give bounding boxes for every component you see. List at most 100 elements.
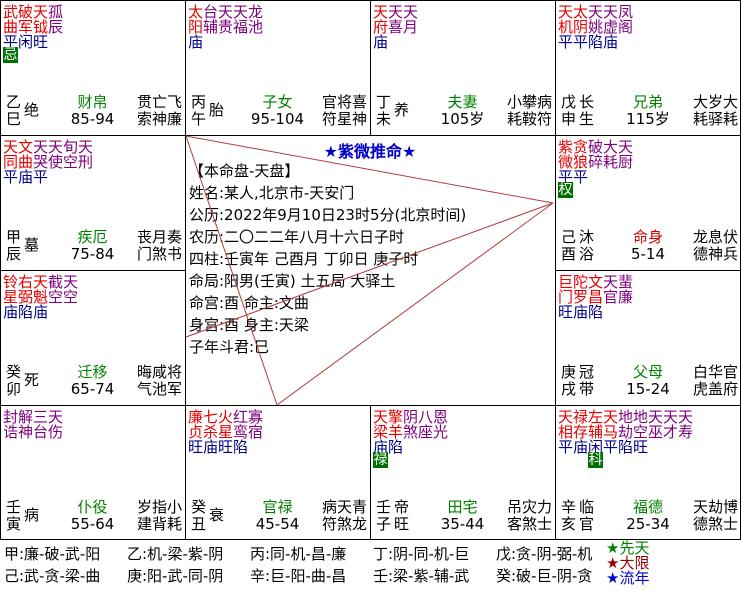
- chart-info-line: 子年斗君:巳: [189, 338, 270, 356]
- star-char: 旺: [633, 438, 649, 456]
- sihua-legend-item: 丙:同-机-昌-廉: [250, 545, 347, 563]
- star-icon: ★: [606, 539, 620, 557]
- star-char: 月: [403, 18, 419, 36]
- sihua-legend-item: 丁:阴-同-机-巨: [373, 545, 470, 563]
- star-char: 庙: [203, 438, 219, 456]
- legend-star-流年: ★流年: [606, 571, 649, 586]
- star-char: 陷: [588, 33, 604, 51]
- minor-gods-row: 岁指小: [136, 498, 182, 516]
- brightness-row: 平平陷庙: [558, 32, 618, 51]
- sihua-legend-item: 己:武-贪-梁-曲: [4, 567, 101, 585]
- star-char: 平: [603, 438, 619, 456]
- brightness-row: 庙: [188, 32, 203, 51]
- star-char: 庙: [573, 438, 589, 456]
- chart-info-line: 姓名:某人,北京市-天安门: [189, 184, 355, 202]
- star-char: 平: [3, 168, 19, 186]
- star-char: 座: [418, 423, 434, 441]
- palace-cell-you[interactable]: 紫贪破大天 微狼碎耗厨 平平权己酉沐浴命身 5-14 龙息伏 德神兵: [555, 135, 741, 270]
- sihua-legend-item: 癸:破-巨-阴-贪: [496, 567, 593, 585]
- star-char: 辅: [203, 18, 219, 36]
- brightness-row: 旺庙旺陷: [188, 437, 248, 456]
- brightness-row: 旺庙陷: [558, 302, 603, 321]
- star-char: 空: [63, 153, 79, 171]
- palace-cell-zi[interactable]: 天擎阴八恩 梁羊煞座光 庙陷禄壬子帝旺田宅 35-44 吊灾力 客煞士: [370, 405, 555, 540]
- star-char: 庙: [33, 303, 49, 321]
- palace-cell-hai[interactable]: 天禄左天地地天天天 相存辅马劫空巫才寿 平庙闲平陷旺科辛亥临官福德 25-34 天劫博德…: [555, 405, 741, 540]
- minor-gods-row: 德煞士: [692, 515, 738, 533]
- star-char: 神: [18, 423, 34, 441]
- star-char: 宿: [248, 423, 264, 441]
- minor-gods-row: 天劫博: [692, 498, 738, 516]
- minor-gods-row: 门煞书: [136, 245, 182, 263]
- palace-cell-chen[interactable]: 天文天天旬天 同曲哭使空刑 平庙平甲辰墓疾厄 75-84 丧月奏 门煞书: [0, 135, 185, 270]
- brightness-row: 平庙平: [3, 167, 48, 186]
- star-char: 才: [663, 423, 679, 441]
- star-row-bottom: 诰神台伤: [3, 422, 63, 441]
- minor-gods-row: 病天青: [321, 498, 367, 516]
- star-char: 廉: [618, 288, 634, 306]
- minor-gods-row: 德神兵: [692, 245, 738, 263]
- chart-info-line: 身宫:酉 身主:天梁: [189, 316, 309, 334]
- legend-star-先天: ★先天: [606, 541, 649, 556]
- palace-cell-mao[interactable]: 铃右天截天 星弼魁空空 庙陷庙癸卯死迁移 65-74 晦咸将 气池军: [0, 270, 185, 405]
- star-char: 陷: [618, 438, 634, 456]
- chart-info-line: 农历:二〇二二年八月十六日子时: [189, 228, 405, 246]
- star-char: 空: [48, 288, 64, 306]
- star-char: 陷: [388, 438, 404, 456]
- palace-cell-wei[interactable]: 天天天 府喜月庙丁未养夫妻 105岁 小攀病 耗鞍符: [370, 0, 555, 135]
- minor-gods-row: 索神廉: [136, 110, 182, 128]
- legend-star-大限: ★大限: [606, 556, 649, 571]
- star-char: 诰: [3, 423, 19, 441]
- minor-gods-row: 丧月奏: [136, 228, 182, 246]
- palace-cell-wu[interactable]: 太台天天龙 阳辅贵福池庙丙午胎子女 95-104 官将喜 符星神: [185, 0, 370, 135]
- star-char: 平: [558, 438, 574, 456]
- star-char: 庙: [373, 33, 389, 51]
- star-char: 旺: [218, 438, 234, 456]
- brightness-row: 庙: [373, 32, 388, 51]
- star-icon: ★: [606, 554, 620, 572]
- minor-gods-row: 客煞士: [506, 515, 552, 533]
- star-char: 平: [573, 168, 589, 186]
- brightness-row: 庙陷庙: [3, 302, 48, 321]
- sihua-legend-item: 庚:阳-武-同-阴: [127, 567, 224, 585]
- palace-cell-xu[interactable]: 巨陀文天蜚 门罗昌官廉 旺庙陷庚戌冠带父母 15-24 白华官 虎盖府: [555, 270, 741, 405]
- legend-area: 甲:廉-破-武-阳 乙:机-梁-紫-阴 丙:同-机-昌-廉 丁:阴-同-机-巨 戊:贪-…: [0, 540, 741, 591]
- star-char: 台: [33, 423, 49, 441]
- star-char: 庙: [603, 33, 619, 51]
- star-char: 官: [603, 288, 619, 306]
- star-char: 庙: [18, 168, 34, 186]
- palace-cell-chou[interactable]: 廉七火红寡 贞杀星鸾宿 旺庙旺陷癸丑衰官禄 45-54 病天青 符煞龙: [185, 405, 370, 540]
- star-char: 厨: [618, 153, 634, 171]
- minor-gods-row: 耗驿耗: [692, 110, 738, 128]
- chart-info-line: 四柱:壬寅年 己酉月 丁卯日 庚子时: [189, 250, 419, 268]
- palace-cell-si[interactable]: 武破天孤 曲军钺辰 平闲旺忌乙巳绝财帛 85-94 贯亡飞 索神廉: [0, 0, 185, 135]
- sihua-badge-科: 科: [588, 452, 603, 468]
- chart-title: ★紫微推命★: [323, 142, 417, 161]
- star-char: 陷: [588, 303, 604, 321]
- star-char: 阁: [618, 18, 634, 36]
- star-char: 平: [573, 33, 589, 51]
- minor-gods-row: 符煞龙: [321, 515, 367, 533]
- minor-gods-row: 贯亡飞: [136, 93, 182, 111]
- star-char: 平: [558, 33, 574, 51]
- star-char: 庙: [3, 303, 19, 321]
- star-char: 庙: [188, 33, 204, 51]
- palace-cell-shen[interactable]: 天太天天凤 机阴姚虚阁 平平陷庙戊申长生兄弟 115岁 大岁大 耗驿耗: [555, 0, 741, 135]
- center-info-panel: ★紫微推命★ 【本命盘-天盘】 姓名:某人,北京市-天安门 公历:2022年9月10…: [186, 136, 554, 404]
- minor-gods-row: 虎盖府: [692, 380, 738, 398]
- star-char: 寿: [678, 423, 694, 441]
- star-char: 使: [48, 153, 64, 171]
- star-char: 巫: [648, 423, 664, 441]
- sihua-legend-item: 壬:梁-紫-辅-武: [373, 567, 470, 585]
- star-char: 旺: [33, 33, 49, 51]
- sihua-legend-row-1: 甲:廉-破-武-阳 乙:机-梁-紫-阴 丙:同-机-昌-廉 丁:阴-同-机-巨 戊:贪-…: [4, 543, 619, 564]
- star-char: 刑: [78, 153, 94, 171]
- star-char: 碎: [588, 153, 604, 171]
- minor-gods-row: 龙息伏: [692, 228, 738, 246]
- star-char: 闲: [18, 33, 34, 51]
- sihua-badge-权: 权: [558, 182, 573, 198]
- palace-cell-yin[interactable]: 封解三天 诰神台伤壬寅病仆役 55-64 岁指小 建背耗: [0, 405, 185, 540]
- chart-info-line: 命宫:酉 命主:文曲: [189, 294, 309, 312]
- sihua-legend-item: 甲:廉-破-武-阳: [4, 545, 101, 563]
